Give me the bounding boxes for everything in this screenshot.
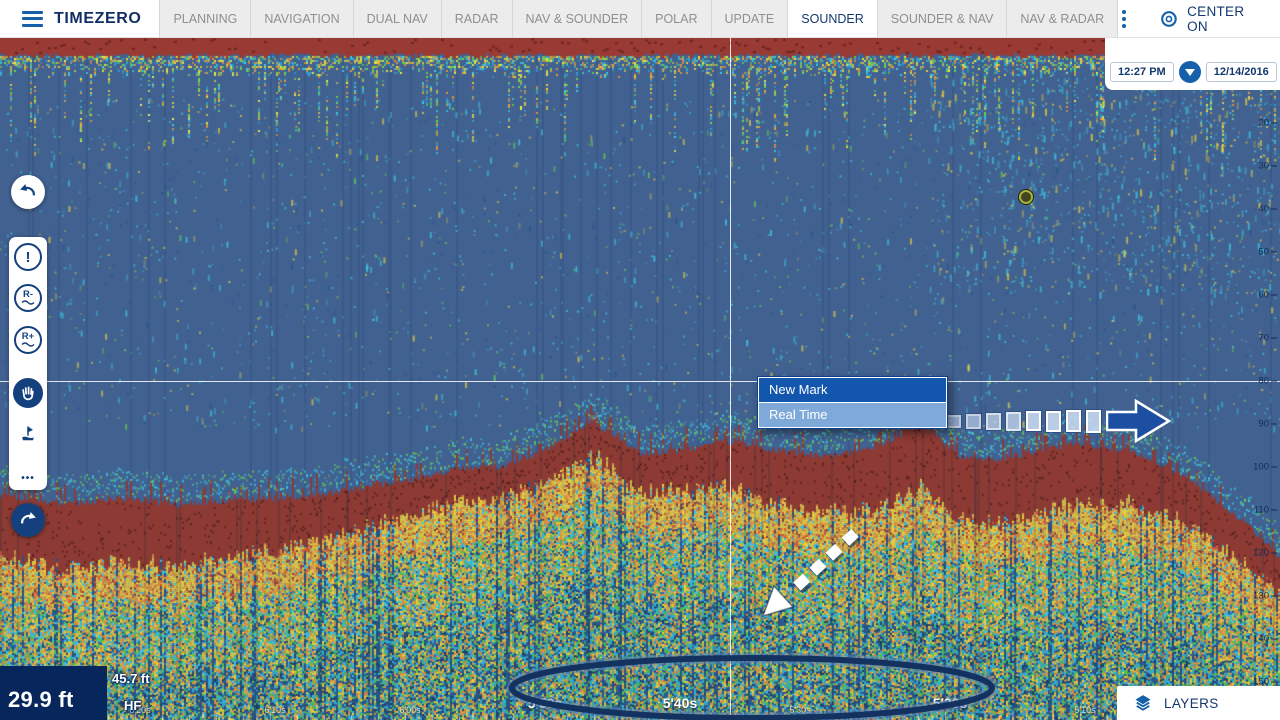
- range-plus-button[interactable]: R+: [14, 326, 42, 354]
- menu-item-new-mark[interactable]: New Mark: [759, 378, 946, 402]
- timezero-app: TIMEZERO PLANNINGNAVIGATIONDUAL NAVRADAR…: [0, 0, 1280, 720]
- depth-label: 140: [1253, 634, 1277, 645]
- depth-label: 100: [1253, 462, 1277, 473]
- tab-navigation[interactable]: NAVIGATION: [251, 0, 353, 37]
- tab-update[interactable]: UPDATE: [712, 0, 789, 37]
- timeline-label: 6'00s: [399, 705, 420, 715]
- workspace-tabs: PLANNINGNAVIGATIONDUAL NAVRADARNAV & SOU…: [159, 0, 1118, 37]
- timeline-label: 5'10s: [1074, 705, 1095, 715]
- depth-label: 80: [1258, 376, 1277, 387]
- center-on-button[interactable]: CENTER ON: [1160, 4, 1254, 34]
- sounder-echogram-canvas[interactable]: [0, 38, 1280, 720]
- share-route-button[interactable]: [11, 503, 45, 537]
- top-bar: TIMEZERO PLANNINGNAVIGATIONDUAL NAVRADAR…: [0, 0, 1280, 38]
- center-on-label: CENTER ON: [1187, 4, 1254, 34]
- depth-label: 40: [1258, 204, 1277, 215]
- depth-label: 30: [1258, 161, 1277, 172]
- tab-sounder-nav[interactable]: SOUNDER & NAV: [878, 0, 1008, 37]
- sounder-tool-panel: ! R- R+: [9, 237, 47, 490]
- time-display: 12:27 PM: [1110, 62, 1174, 82]
- kebab-menu-icon[interactable]: [1118, 6, 1130, 32]
- date-display: 12/14/2016: [1206, 62, 1277, 82]
- big-blue-arrow-icon: [1106, 398, 1172, 444]
- drag-right-annotation: [946, 398, 1172, 444]
- depth-label: 20: [1258, 118, 1277, 129]
- timeline-label: 6'10s: [264, 705, 285, 715]
- depth-label: 90: [1258, 419, 1277, 430]
- alert-icon: !: [26, 249, 31, 266]
- range-plus-fish-icon: [21, 341, 35, 348]
- depth-label: 60: [1258, 290, 1277, 301]
- pan-hand-icon: [19, 384, 37, 402]
- share-arrow-icon: [18, 510, 38, 530]
- more-ellipsis-icon: •••: [21, 473, 35, 484]
- undo-arrow-icon: [18, 182, 38, 202]
- depth-scale: 2030405060708090100110120130140150: [1240, 38, 1280, 720]
- highlight-ellipse: [505, 653, 1000, 720]
- range-minus-fish-icon: [21, 299, 35, 306]
- menu-item-real-time[interactable]: Real Time: [759, 403, 946, 427]
- sounder-display: 2030405060708090100110120130140150 6'20s…: [0, 38, 1280, 720]
- depth-label: 50: [1258, 247, 1277, 258]
- undo-button[interactable]: [11, 175, 45, 209]
- dashed-down-left-arrow-icon: [755, 518, 870, 628]
- alert-button[interactable]: !: [14, 243, 42, 271]
- layers-button[interactable]: LAYERS: [1117, 686, 1280, 720]
- depth-readout-box[interactable]: 29.9 ft: [0, 666, 107, 720]
- triangle-down-icon: [1185, 69, 1195, 76]
- layers-label: LAYERS: [1164, 696, 1219, 711]
- hamburger-menu-icon[interactable]: [22, 11, 43, 27]
- tab-dual-nav[interactable]: DUAL NAV: [354, 0, 442, 37]
- range-minus-button[interactable]: R-: [14, 284, 42, 312]
- tab-sounder[interactable]: SOUNDER: [788, 0, 878, 37]
- depth-label: 120: [1253, 548, 1277, 559]
- tab-nav-sounder[interactable]: NAV & SOUNDER: [513, 0, 643, 37]
- depth-label: 70: [1258, 333, 1277, 344]
- context-menu: New Mark Real Time: [757, 376, 948, 429]
- depth-main-value: 29.9 ft: [8, 687, 74, 713]
- depth-secondary-value: 45.7 ft: [112, 671, 150, 686]
- boat-icon: [18, 424, 38, 444]
- depth-label: 130: [1253, 591, 1277, 602]
- app-title: TIMEZERO: [54, 10, 141, 28]
- pan-hand-button[interactable]: [13, 378, 43, 408]
- tab-planning[interactable]: PLANNING: [160, 0, 251, 37]
- depth-label: 110: [1254, 505, 1277, 516]
- datetime-row: 12:27 PM 12/14/2016: [1110, 61, 1277, 83]
- target-icon: [1160, 8, 1178, 30]
- time-dropdown-button[interactable]: [1179, 61, 1201, 83]
- frequency-label: HF: [124, 698, 141, 713]
- brand-area: TIMEZERO: [0, 0, 159, 37]
- echo-mark[interactable]: [1019, 190, 1033, 204]
- crosshair-horizontal-line: [0, 381, 1280, 382]
- layers-icon: [1133, 693, 1153, 713]
- header-right: CENTER ON: [1118, 0, 1280, 37]
- boat-button[interactable]: [14, 420, 42, 448]
- tab-nav-radar[interactable]: NAV & RADAR: [1007, 0, 1118, 37]
- tab-polar[interactable]: POLAR: [642, 0, 711, 37]
- datetime-panel: 12:27 PM 12/14/2016: [1105, 38, 1280, 90]
- tab-radar[interactable]: RADAR: [442, 0, 513, 37]
- crosshair-vertical-line: [730, 38, 731, 720]
- more-options-button[interactable]: •••: [14, 464, 42, 492]
